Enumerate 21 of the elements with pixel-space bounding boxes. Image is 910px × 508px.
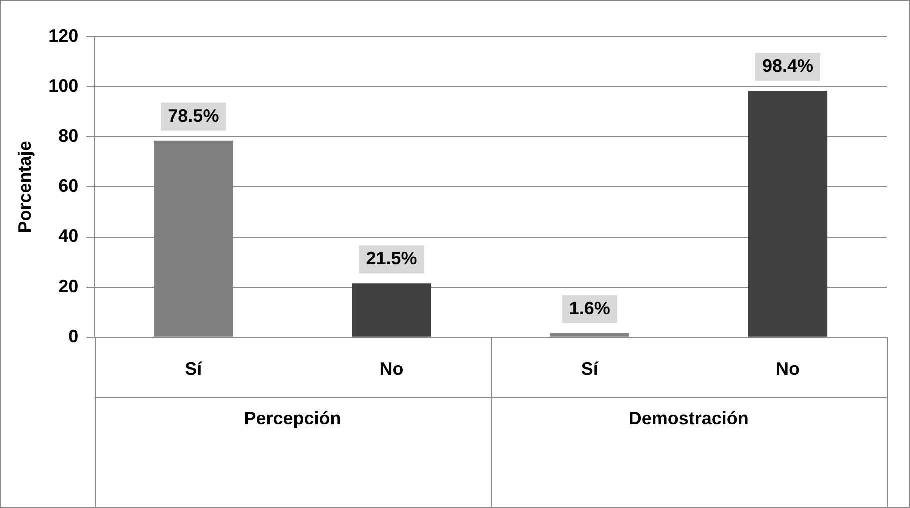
bar: [352, 284, 432, 337]
data-label: 1.6%: [569, 298, 610, 318]
text: Demostración: [628, 408, 749, 428]
data-label: 78.5%: [168, 106, 220, 126]
y-tick-label: 120: [48, 26, 79, 46]
x-tick-label: No: [776, 359, 800, 380]
bar: [550, 333, 630, 337]
data-label: 21.5%: [366, 248, 418, 269]
y-tick-label: 20: [58, 276, 79, 296]
y-tick-label: 0: [68, 326, 79, 346]
x-tick-label: Sí: [185, 359, 204, 380]
data-label: 98.4%: [762, 56, 814, 76]
y-tick-label: 40: [58, 226, 79, 246]
x-tick-label: Sí: [581, 359, 600, 380]
bar: [748, 91, 828, 337]
y-tick-label: 100: [48, 76, 79, 96]
y-tick-label: 60: [58, 176, 79, 196]
x-tick-label: No: [380, 359, 404, 380]
y-axis-title: Porcentaje: [14, 141, 35, 234]
text: Percepción: [244, 408, 342, 428]
y-tick-label: 80: [58, 126, 79, 146]
